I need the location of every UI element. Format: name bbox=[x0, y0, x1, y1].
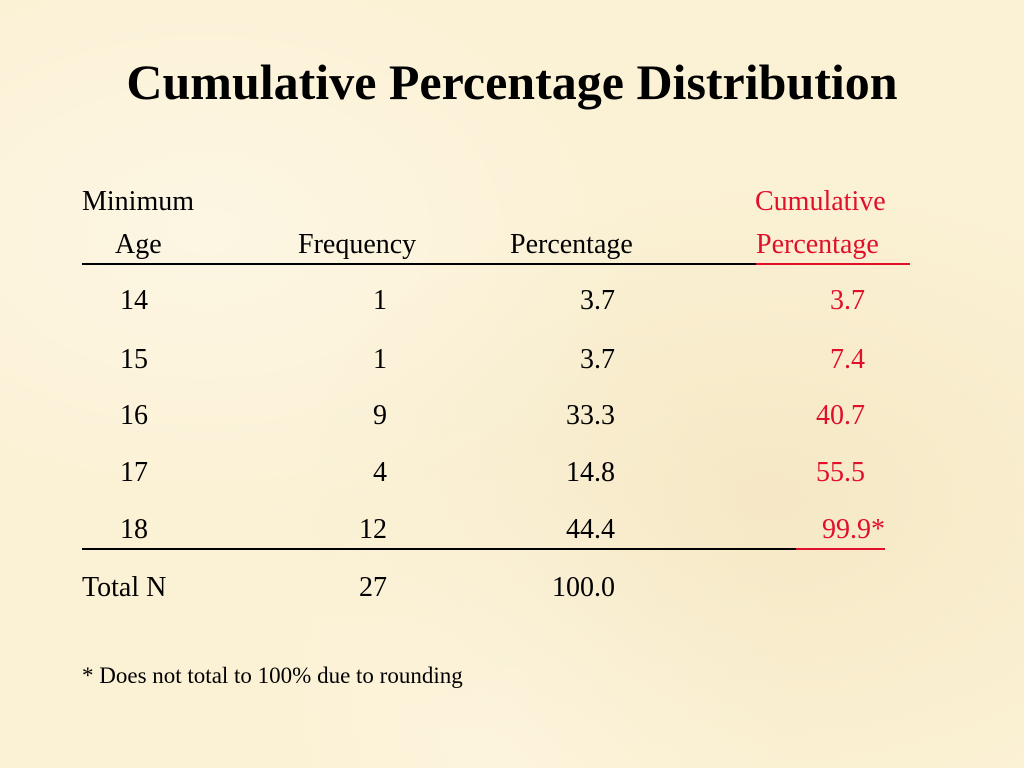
cell-cumulative: 40.7 bbox=[816, 400, 865, 431]
page-title: Cumulative Percentage Distribution bbox=[126, 54, 898, 110]
header-age-line1: Minimum bbox=[82, 186, 195, 217]
cell-percentage: 44.4 bbox=[566, 514, 615, 545]
cell-cumulative: 3.7 bbox=[830, 285, 865, 316]
total-frequency: 27 bbox=[359, 572, 387, 603]
cell-frequency: 9 bbox=[373, 400, 387, 431]
cell-percentage: 3.7 bbox=[580, 344, 615, 375]
cell-cumulative: 7.4 bbox=[830, 344, 865, 375]
total-percentage: 100.0 bbox=[552, 572, 615, 603]
cell-age: 18 bbox=[120, 514, 148, 545]
header-age-line2: Age bbox=[115, 229, 162, 260]
cell-age: 17 bbox=[120, 457, 148, 488]
header-cumulative-line1: Cumulative bbox=[755, 186, 886, 217]
header-percentage: Percentage bbox=[510, 229, 633, 260]
cell-age: 14 bbox=[120, 285, 148, 316]
cell-age: 16 bbox=[120, 400, 148, 431]
header-frequency: Frequency bbox=[298, 229, 417, 260]
cell-frequency: 1 bbox=[373, 285, 387, 316]
header-underline bbox=[82, 263, 756, 265]
table-underline-cumulative bbox=[796, 548, 885, 550]
cell-frequency: 1 bbox=[373, 344, 387, 375]
cell-percentage: 14.8 bbox=[566, 457, 615, 488]
total-label: Total N bbox=[82, 572, 167, 603]
cell-cumulative: 55.5 bbox=[816, 457, 865, 488]
cell-age: 15 bbox=[120, 344, 148, 375]
cell-frequency: 12 bbox=[359, 514, 387, 545]
cell-percentage: 33.3 bbox=[566, 400, 615, 431]
cell-frequency: 4 bbox=[373, 457, 387, 488]
footnote: * Does not total to 100% due to rounding bbox=[82, 663, 463, 688]
cell-cumulative: 99.9* bbox=[822, 514, 885, 545]
header-underline-cumulative bbox=[756, 263, 910, 265]
table-underline bbox=[82, 548, 796, 550]
header-cumulative-line2: Percentage bbox=[756, 229, 879, 260]
cell-percentage: 3.7 bbox=[580, 285, 615, 316]
